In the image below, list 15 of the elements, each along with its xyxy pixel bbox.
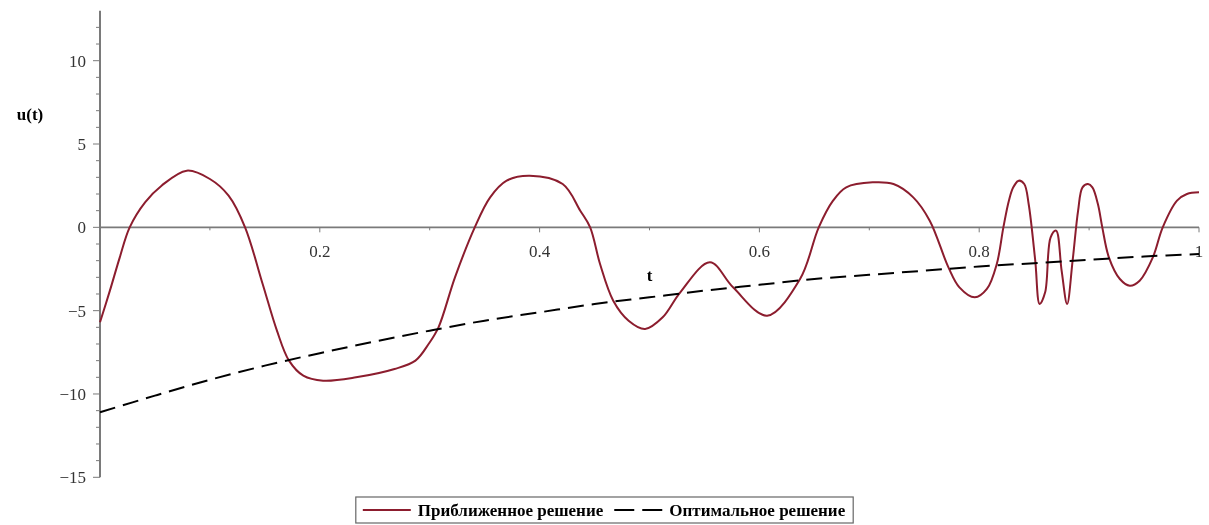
legend-label: Оптимальное решение [669, 500, 846, 520]
y-tick-label: −5 [67, 301, 86, 321]
y-tick-label: −15 [59, 468, 86, 488]
x-tick-label: 0.2 [309, 242, 331, 262]
y-tick-label: 0 [77, 218, 86, 238]
y-tick-label: −10 [59, 384, 86, 404]
y-tick-label: 10 [69, 51, 86, 71]
x-axis-title: t [646, 266, 653, 286]
y-tick-label: 5 [77, 134, 86, 154]
x-tick-label: 0.6 [748, 242, 771, 262]
legend-label: Приближенное решение [417, 500, 604, 520]
x-tick-label: 0.4 [528, 242, 551, 262]
x-tick-label: 1 [1194, 242, 1204, 262]
x-tick-label: 0.8 [968, 242, 990, 262]
y-axis-title: u(t) [16, 105, 44, 125]
